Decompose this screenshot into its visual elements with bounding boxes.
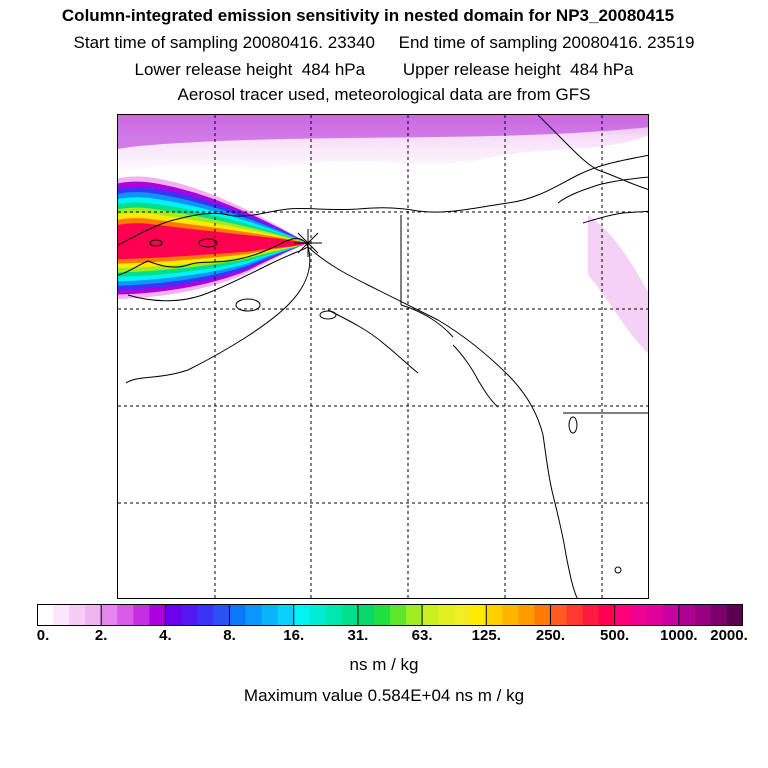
colorbar-swatch: [309, 604, 327, 626]
colorbar-swatch: [662, 604, 680, 626]
colorbar-tick-label: 500.: [600, 627, 630, 644]
colorbar-swatch: [245, 604, 263, 626]
maximum-value-note: Maximum value 0.584E+04 ns m / kg: [243, 686, 525, 705]
colorbar-swatch: [293, 604, 311, 626]
colorbar-frame: [37, 604, 743, 626]
colorbar-swatch: [149, 604, 166, 626]
colorbar-swatch: [133, 604, 150, 626]
colorbar-swatch: [486, 604, 503, 626]
colorbar-units: ns m / kg: [349, 655, 419, 674]
colorbar-swatch: [53, 604, 70, 626]
colorbar-swatch: [85, 604, 102, 626]
political-borders: [400, 215, 648, 414]
colorbar-tick-label: 2000.: [710, 627, 748, 644]
tracer-info-line: Aerosol tracer used, meteorological data…: [177, 85, 591, 104]
colorbar-swatch: [213, 604, 231, 626]
colorbar-swatch: [181, 604, 198, 626]
colorbar-swatch: [197, 604, 214, 626]
colorbar-swatch: [438, 604, 455, 626]
colorbar: [37, 604, 743, 626]
colorbar-swatch: [726, 604, 743, 626]
graticule: [118, 115, 648, 598]
emission-sensitivity-plume: [118, 176, 308, 299]
colorbar-swatch: [614, 604, 632, 626]
colorbar-swatch: [277, 604, 295, 626]
colorbar-swatch: [518, 604, 535, 626]
colorbar-tick-label: 63.: [411, 627, 433, 644]
colorbar-swatch: [502, 604, 519, 626]
colorbar-swatch: [390, 604, 407, 626]
colorbar-tick-label: 0.: [36, 627, 50, 644]
colorbar-swatch: [117, 604, 134, 626]
colorbar-swatch: [325, 604, 343, 626]
plot-title: Column-integrated emission sensitivity i…: [61, 6, 675, 25]
colorbar-swatch: [534, 604, 551, 626]
map-panel: [117, 114, 649, 599]
colorbar-swatch: [694, 604, 712, 626]
colorbar-swatch: [582, 604, 600, 626]
colorbar-swatch: [341, 604, 359, 626]
colorbar-tick-label: 16.: [283, 627, 305, 644]
emission-sensitivity-haze-right: [588, 215, 648, 354]
colorbar-swatch: [357, 604, 375, 626]
colorbar-tick-label: 2.: [94, 627, 108, 644]
colorbar-tick-label: 4.: [159, 627, 172, 644]
colorbar-swatch: [598, 604, 616, 626]
release-point-marker: [294, 229, 322, 257]
colorbar-swatch: [422, 604, 439, 626]
colorbar-swatch: [261, 604, 279, 626]
release-height-line: Lower release height 484 hPa Upper relea…: [134, 60, 634, 79]
coastlines: [118, 115, 648, 598]
colorbar-swatch: [566, 604, 584, 626]
colorbar-swatch: [630, 604, 648, 626]
colorbar-tick-label: 8.: [223, 627, 236, 644]
colorbar-tick-label: 250.: [535, 627, 566, 644]
colorbar-swatch: [229, 604, 247, 626]
colorbar-swatch: [678, 604, 696, 626]
colorbar-swatch: [165, 604, 182, 626]
colorbar-swatch: [550, 604, 567, 626]
sampling-time-line: Start time of sampling 20080416. 23340 E…: [73, 33, 695, 52]
colorbar-swatch: [454, 604, 471, 626]
plume-band: [118, 223, 308, 260]
colorbar-tick-label: 125.: [471, 627, 501, 644]
colorbar-swatch: [101, 604, 118, 626]
colorbar-swatch: [710, 604, 728, 626]
colorbar-swatch: [69, 604, 86, 626]
emission-sensitivity-haze-top-band: [118, 115, 648, 149]
colorbar-swatch: [373, 604, 391, 626]
colorbar-tick-label: 1000.: [660, 627, 698, 644]
colorbar-swatch: [37, 604, 54, 626]
colorbar-swatch: [406, 604, 423, 626]
islands: [149, 238, 622, 574]
colorbar-tick-label: 31.: [347, 627, 369, 644]
colorbar-swatch: [470, 604, 487, 626]
map-canvas: [118, 115, 648, 598]
colorbar-swatch: [646, 604, 664, 626]
